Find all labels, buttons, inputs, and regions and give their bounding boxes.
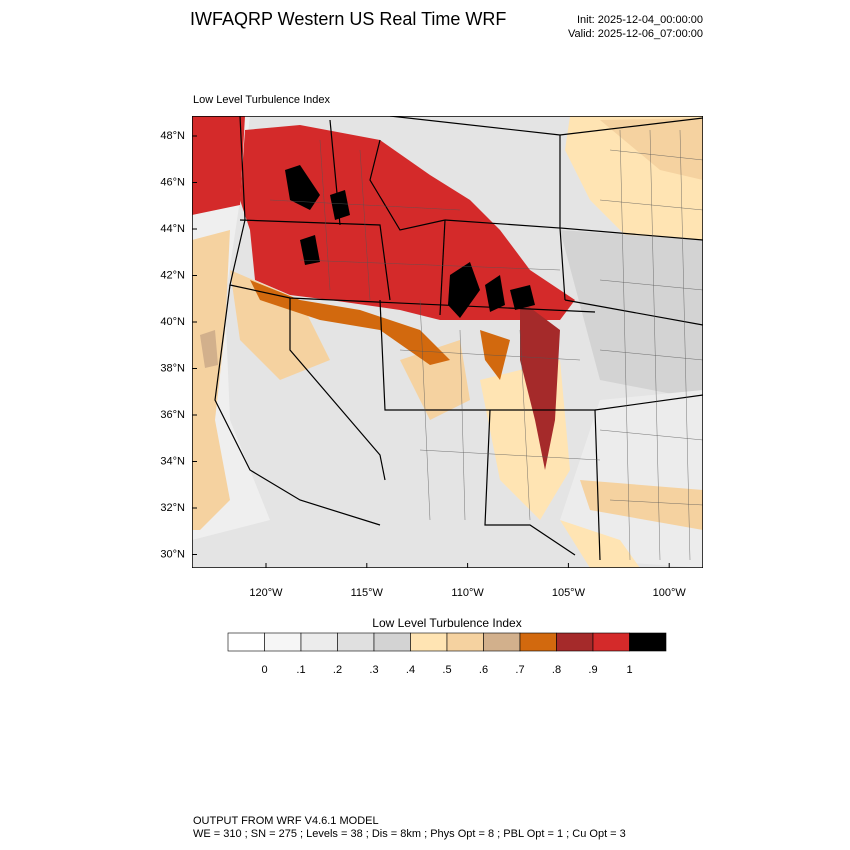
- footer-line: WE = 310 ; SN = 275 ; Levels = 38 ; Dis …: [193, 828, 626, 840]
- colorbar-box: [556, 632, 594, 652]
- colorbar-tick-label: .6: [479, 664, 488, 676]
- lon-label: 115°W: [351, 587, 384, 599]
- lat-label: 32°N: [160, 502, 185, 514]
- lon-label: 105°W: [552, 587, 586, 599]
- colorbar-tick-label: .2: [333, 664, 342, 676]
- title: IWFAQRP Western US Real Time WRF: [190, 9, 506, 29]
- lat-label: 46°N: [160, 176, 185, 188]
- colorbar-tick-label: .1: [296, 664, 305, 676]
- colorbar-tick-label: .3: [369, 664, 378, 676]
- map-field: [192, 116, 703, 568]
- colorbar-tick-label: .4: [406, 664, 415, 676]
- colorbar-box: [592, 632, 630, 652]
- lon-label: 120°W: [249, 587, 283, 599]
- colorbar-tick-label: .5: [442, 664, 451, 676]
- init-time: Init: 2025-12-04_00:00:00: [577, 14, 703, 26]
- lat-label: 42°N: [160, 269, 185, 281]
- colorbar-box: [483, 632, 521, 652]
- colorbar-box: [264, 632, 302, 652]
- colorbar-tick-label: .7: [515, 664, 524, 676]
- colorbar-box: [446, 632, 484, 652]
- colorbar-tick-label: 1: [626, 664, 632, 676]
- colorbar-box: [227, 632, 265, 652]
- colorbar-tick-label: .9: [588, 664, 597, 676]
- colorbar-tick-label: 0: [261, 664, 267, 676]
- lat-label: 38°N: [160, 362, 185, 374]
- lat-label: 30°N: [160, 548, 185, 560]
- lat-label: 48°N: [160, 130, 185, 142]
- valid-time: Valid: 2025-12-06_07:00:00: [568, 28, 703, 40]
- colorbar-box: [337, 632, 375, 652]
- lon-label: 110°W: [451, 587, 484, 599]
- lon-label: 100°W: [653, 587, 687, 599]
- colorbar-tick-label: .8: [552, 664, 561, 676]
- colorbar-box: [300, 632, 338, 652]
- lat-label: 36°N: [160, 409, 185, 421]
- footer-line: OUTPUT FROM WRF V4.6.1 MODEL: [193, 815, 379, 827]
- map-title: Low Level Turbulence Index: [193, 94, 330, 106]
- colorbar-box: [629, 632, 667, 652]
- lat-label: 34°N: [160, 455, 185, 467]
- colorbar-box: [373, 632, 411, 652]
- lat-label: 40°N: [160, 316, 185, 328]
- colorbar-box: [410, 632, 448, 652]
- colorbar-title: Low Level Turbulence Index: [372, 616, 521, 630]
- lat-label: 44°N: [160, 223, 185, 235]
- colorbar-box: [519, 632, 557, 652]
